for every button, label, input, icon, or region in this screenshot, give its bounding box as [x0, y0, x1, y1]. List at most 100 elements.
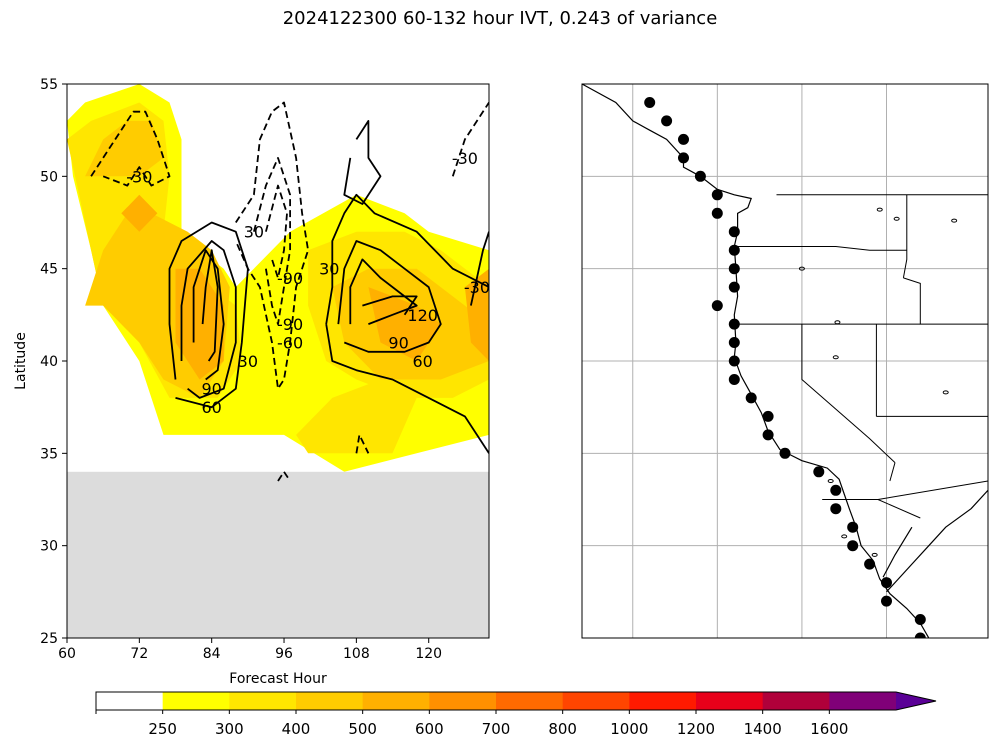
colorbar-tick-label: 600 — [415, 720, 444, 738]
map-area — [582, 84, 988, 638]
contour-label: -30 — [464, 278, 490, 297]
contour-line — [470, 231, 489, 306]
coastal-map-panel — [581, 83, 989, 639]
contour-label: 60 — [413, 352, 433, 371]
lake-outline — [834, 320, 841, 325]
contour-line — [362, 295, 418, 316]
contour-line — [343, 120, 382, 205]
coastline — [582, 84, 930, 638]
chart-title: 2024122300 60-132 hour IVT, 0.243 of var… — [282, 8, 718, 29]
landfall-point-marker — [745, 392, 757, 404]
colorbar-tick-label: 800 — [548, 720, 577, 738]
colorbar-tick-label: 250 — [148, 720, 177, 738]
landfall-point-marker — [644, 97, 656, 108]
contour-label: 30 — [238, 352, 258, 371]
ivt-fill-region — [121, 194, 158, 232]
colorbar-segment — [829, 692, 897, 710]
y-tick-label: 25 — [40, 631, 58, 647]
state-border — [801, 324, 896, 463]
landfall-point-marker — [813, 466, 825, 478]
masked-land-region — [67, 471, 489, 638]
contour-line — [265, 184, 288, 279]
contour-label: -30 — [452, 149, 478, 168]
map-frame — [581, 83, 989, 639]
x-tick-label: 120 — [415, 646, 442, 662]
lake-outline — [893, 216, 900, 221]
state-border — [889, 462, 896, 482]
landfall-point-marker — [847, 540, 859, 552]
landfall-point-marker — [881, 595, 892, 607]
gulf-inner-coastline — [882, 526, 913, 578]
contour-label: -90 — [277, 315, 303, 334]
lake-outline — [832, 355, 839, 360]
x-tick-label: 108 — [343, 646, 370, 662]
x-axis-label: Forecast Hour — [229, 671, 327, 687]
landfall-point-marker — [694, 170, 706, 182]
landfall-point-marker — [728, 226, 740, 238]
contour-label: 90 — [388, 334, 408, 353]
landfall-point-marker — [864, 558, 876, 570]
contour-line — [90, 110, 171, 187]
colorbar-segment — [762, 692, 830, 710]
colorbar-tick-label: 1600 — [810, 720, 848, 738]
colorbar-segment — [296, 692, 364, 710]
contour-line — [253, 156, 292, 326]
lake-outline — [951, 218, 958, 223]
colorbar-segment — [162, 692, 230, 710]
lake-outline — [827, 479, 834, 484]
colorbar-tick-label: 1400 — [744, 720, 782, 738]
landfall-point-marker — [661, 115, 673, 127]
landfall-point-marker — [762, 429, 774, 441]
landfall-point-marker — [678, 152, 689, 164]
contour-line — [192, 249, 225, 381]
ivt-fill-region — [296, 379, 417, 454]
colorbar-tick-label: 500 — [348, 720, 377, 738]
contour-line — [355, 433, 370, 454]
contour-line — [349, 258, 418, 325]
y-tick-label: 50 — [40, 169, 58, 185]
contour-label: 30 — [244, 223, 264, 242]
y-tick-label: 40 — [40, 354, 58, 370]
ivt-fill-region — [175, 268, 224, 380]
landfall-point-marker — [830, 484, 842, 496]
state-border — [877, 480, 988, 500]
colorbar-segment — [362, 692, 430, 710]
state-border — [903, 277, 988, 325]
contour-line — [325, 193, 489, 325]
contour-line — [201, 249, 219, 362]
x-tick-label: 96 — [275, 646, 293, 662]
landfall-point-marker — [762, 410, 774, 422]
landfall-point-marker — [914, 632, 926, 638]
y-tick-label: 45 — [40, 262, 58, 278]
landfall-point-marker — [711, 207, 723, 219]
y-axis-label: Latitude — [13, 332, 29, 390]
landfall-point-marker — [728, 318, 740, 330]
lake-outline — [871, 552, 878, 557]
colorbar-segment — [562, 692, 630, 710]
lake-outline — [942, 390, 949, 395]
colorbar-tick-label: 300 — [215, 720, 244, 738]
contour-line — [234, 101, 310, 390]
ivt-fill-region — [464, 268, 489, 361]
contour-line — [451, 102, 489, 177]
y-tick-label: 35 — [40, 446, 58, 462]
contour-label: -60 — [277, 334, 303, 353]
contour-line — [168, 221, 249, 409]
colorbar-segment — [696, 692, 764, 710]
x-tick-label: 84 — [203, 646, 221, 662]
landfall-point-marker — [728, 355, 740, 367]
colorbar-tick-label: 1200 — [677, 720, 715, 738]
contour-label: 60 — [202, 398, 222, 417]
colorbar-segment — [229, 692, 297, 710]
contour-label: -90 — [277, 269, 303, 288]
state-border — [737, 246, 907, 251]
ivt-fill-region — [85, 120, 164, 177]
landfall-point-marker — [830, 503, 842, 515]
landfall-point-marker — [728, 281, 740, 293]
contour-label: 90 — [202, 380, 222, 399]
landfall-point-marker — [728, 263, 740, 275]
landfall-point-marker — [728, 244, 740, 256]
contour-line — [277, 470, 291, 482]
y-tick-label: 30 — [40, 539, 58, 555]
